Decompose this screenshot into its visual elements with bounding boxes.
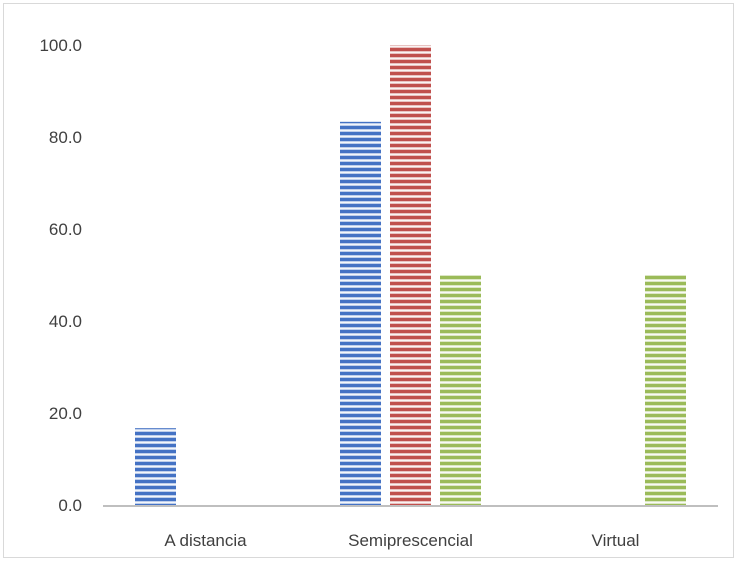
bar [440,275,481,505]
y-tick-label: 20.0 [49,404,82,423]
x-axis-labels: A distancia Semiprescencial Virtual [164,531,639,550]
x-category-label: A distancia [164,531,247,550]
y-axis-ticks: 0.0 20.0 40.0 60.0 80.0 100.0 [39,36,82,515]
y-tick-label: 40.0 [49,312,82,331]
x-category-label: Semiprescencial [348,531,473,550]
y-tick-label: 100.0 [39,36,82,55]
x-category-label: Virtual [592,531,640,550]
y-tick-label: 60.0 [49,220,82,239]
bar [340,121,381,505]
bar [390,45,431,505]
bar [645,275,686,505]
bars-group [135,45,686,505]
bar [135,428,176,505]
y-tick-label: 80.0 [49,128,82,147]
y-tick-label: 0.0 [58,496,82,515]
